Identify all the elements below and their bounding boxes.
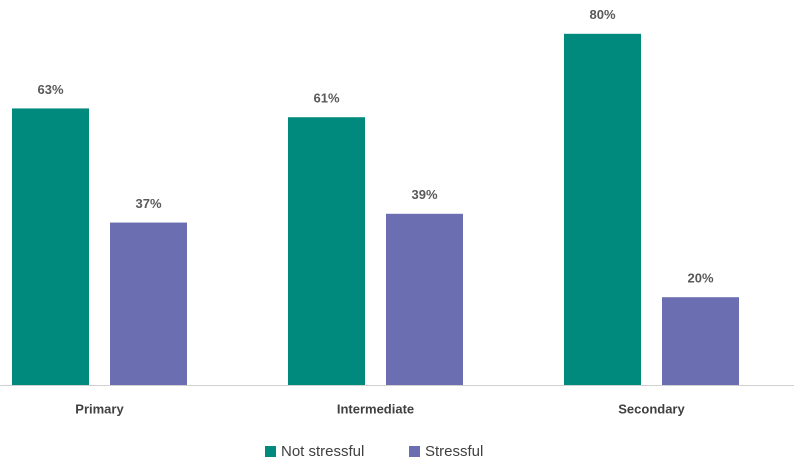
value-label: 63% [37, 82, 63, 97]
bar [564, 33, 641, 386]
legend-label: Not stressful [281, 443, 364, 460]
value-label: 20% [687, 271, 713, 286]
legend-label: Stressful [425, 443, 483, 460]
x-tick-label: Secondary [618, 401, 685, 416]
x-tick-label: Primary [75, 401, 124, 416]
bar [110, 222, 187, 385]
value-label: 39% [411, 187, 437, 202]
bar [662, 297, 739, 385]
bar [386, 213, 463, 385]
legend-swatch [409, 446, 420, 457]
legend-swatch [265, 446, 276, 457]
value-label: 80% [589, 7, 615, 22]
x-tick-label: Intermediate [337, 401, 414, 416]
value-label: 61% [313, 91, 339, 106]
value-label: 37% [135, 196, 161, 211]
bar [12, 108, 89, 386]
bar [288, 117, 365, 386]
